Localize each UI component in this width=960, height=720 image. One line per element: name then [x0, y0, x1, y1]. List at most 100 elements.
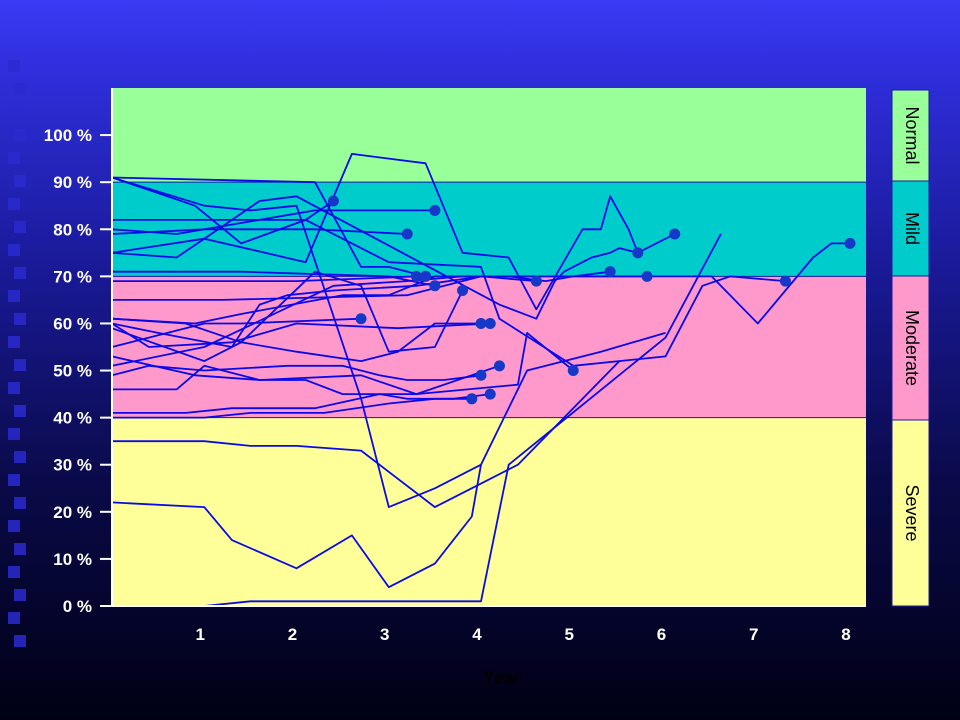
series-line-18: [112, 364, 500, 396]
series-end-marker-5: [429, 280, 441, 292]
series-end-marker-13: [604, 266, 616, 278]
series-line-23: [112, 360, 621, 509]
y-tick-label: 60 %: [53, 314, 92, 333]
decorative-squares: [0, 60, 30, 680]
severity-bands: [112, 88, 866, 606]
series-line-10: [111, 322, 491, 348]
legend-swatch-mild: [891, 180, 930, 277]
series-line-22: [112, 218, 786, 367]
decorative-square: [8, 106, 20, 118]
decorative-square: [14, 359, 26, 371]
series-line-4: [111, 176, 426, 278]
decorative-square: [8, 566, 20, 578]
y-tick-label: 100 %: [44, 126, 92, 145]
legend-swatch-normal: [891, 89, 930, 182]
decorative-square: [14, 635, 26, 647]
decorative-square: [8, 336, 20, 348]
series-end-marker-12: [530, 275, 542, 287]
series-end-marker-2: [429, 204, 441, 216]
legend-swatch-moderate: [891, 275, 930, 421]
y-tick-label: 0 %: [63, 597, 92, 616]
series-end-marker-11: [641, 270, 653, 282]
series-line-26: [111, 176, 666, 509]
x-tick-label: 4: [472, 625, 482, 644]
series-end-marker-4: [420, 270, 432, 282]
series-end-marker-7: [457, 284, 469, 296]
decorative-square: [8, 290, 20, 302]
series-end-marker-9: [355, 313, 367, 325]
decorative-square: [14, 405, 26, 417]
decorative-square: [14, 129, 26, 141]
series-line-17: [111, 364, 482, 381]
end-markers: [327, 195, 856, 405]
legend-label-severe: Severe: [902, 484, 922, 541]
legend-label-moderate: Moderate: [902, 310, 922, 386]
series-line-15: [111, 152, 639, 311]
y-tick-labels: 0 % 10 % 20 % 30 % 40 % 50 % 60 % 70 % 80 % 90 % 1…: [44, 126, 112, 616]
series-end-marker-17: [475, 369, 487, 381]
decorative-square: [8, 198, 20, 210]
legend-swatch-severe: [891, 419, 930, 607]
series-end-marker-19: [466, 393, 478, 405]
decorative-square: [14, 497, 26, 509]
x-tick-label: 8: [841, 625, 850, 644]
axes: [111, 88, 866, 607]
y-tick-label: 90 %: [53, 173, 92, 192]
series-end-marker-10: [484, 317, 496, 329]
decorative-square: [8, 612, 20, 624]
band-normal: [112, 88, 866, 183]
decorative-square: [14, 267, 26, 279]
series-line-6: [112, 275, 417, 283]
decorative-square: [14, 543, 26, 555]
y-tick-label: 20 %: [53, 503, 92, 522]
x-tick-label: 2: [288, 625, 297, 644]
series-end-marker-22: [779, 275, 791, 287]
band-severe: [112, 417, 866, 606]
legend-label-mild: Mild: [902, 212, 922, 245]
series-end-marker-15: [632, 247, 644, 259]
decorative-square: [8, 474, 20, 486]
series-line-1: [111, 176, 334, 245]
y-tick-label: 70 %: [53, 267, 92, 286]
decorative-square: [8, 152, 20, 164]
decorative-square: [14, 451, 26, 463]
series-line-24: [111, 464, 482, 589]
decorative-square: [8, 428, 20, 440]
series-line-21: [111, 242, 850, 325]
series-line-19: [112, 393, 472, 414]
decorative-square: [14, 221, 26, 233]
series-end-marker-18: [493, 360, 505, 372]
series-line-12: [111, 275, 537, 348]
series-line-7: [111, 270, 464, 363]
decorative-square: [8, 382, 20, 394]
series-end-marker-16: [567, 365, 579, 377]
series-end-marker-21: [844, 237, 856, 249]
series-end-marker-20: [484, 388, 496, 400]
decorative-square: [8, 520, 20, 532]
x-axis-title: Year: [483, 668, 521, 688]
decorative-square: [14, 83, 26, 95]
y-tick-label: 30 %: [53, 456, 92, 475]
series-line-16: [111, 331, 574, 396]
series-end-marker-6: [410, 270, 422, 282]
decorative-square: [8, 60, 20, 72]
severity-legend: Normal Mild Moderate Severe: [891, 89, 930, 607]
patient-lines: [111, 152, 850, 607]
decorative-square: [14, 175, 26, 187]
x-tick-labels: 1 2 3 4 5 6 7 8: [196, 625, 851, 644]
x-tick-label: 1: [196, 625, 205, 644]
decorative-square: [14, 589, 26, 601]
x-tick-label: 3: [380, 625, 389, 644]
decorative-square: [8, 244, 20, 256]
y-tick-label: 80 %: [53, 220, 92, 239]
decorative-square: [14, 313, 26, 325]
y-tick-label: 10 %: [53, 550, 92, 569]
series-line-9: [111, 317, 362, 348]
series-end-marker-1: [327, 195, 339, 207]
y-tick-label: 50 %: [53, 362, 92, 381]
series-end-marker-14: [669, 228, 681, 240]
series-end-marker-3: [401, 228, 413, 240]
x-tick-label: 7: [749, 625, 758, 644]
